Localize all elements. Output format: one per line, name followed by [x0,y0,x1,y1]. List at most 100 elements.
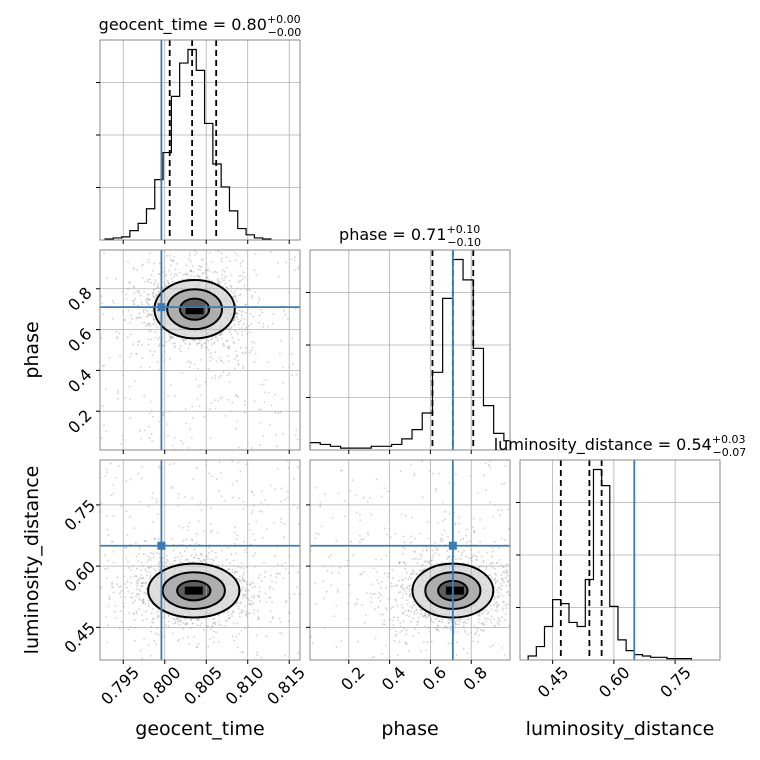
sample-point [179,561,182,564]
sample-point [168,282,171,285]
sample-point [144,603,147,606]
sample-point [477,621,480,623]
sample-point [143,540,146,543]
sample-point [212,271,215,274]
sample-point [441,533,444,536]
sample-point [434,547,437,549]
sample-point [253,269,256,271]
sample-point [186,622,189,625]
sample-point [234,526,237,529]
sample-point [446,550,449,552]
sample-point [279,621,282,623]
sample-point [119,355,121,357]
sample-point [496,562,499,564]
sample-point [512,568,514,570]
sample-point [197,520,200,523]
y-tick-label-luminosity_distance: 0.75 [61,496,100,535]
sample-point [434,541,436,544]
sample-point [411,572,414,574]
sample-point [467,562,469,565]
sample-point [216,564,219,566]
sample-point [214,621,217,624]
sample-point [194,254,197,257]
sample-point [192,478,195,480]
sample-point [173,276,176,278]
sample-point [421,460,423,463]
sample-point [404,642,407,645]
sample-point [522,593,524,595]
sample-point [405,629,408,632]
sample-point [391,568,394,571]
sample-point [158,552,161,555]
sample-point [410,596,413,599]
sample-point [188,561,191,563]
sample-point [220,337,223,340]
sample-point [279,573,281,575]
sample-point [485,568,488,571]
sample-point [280,487,283,490]
sample-point [375,558,377,561]
sample-point [180,619,182,622]
sample-point [366,531,369,534]
sample-point [125,546,128,549]
sample-point [280,633,283,635]
sample-point [197,557,200,560]
sample-point [274,411,276,414]
sample-point [254,291,257,293]
sample-point [147,505,150,508]
sample-point [193,339,196,342]
sample-point [111,582,113,584]
sample-point [482,560,485,562]
sample-point [474,633,476,635]
sample-point [143,592,146,594]
sample-point [251,595,254,598]
sample-point [454,623,457,625]
sample-point [117,585,120,588]
sample-point [110,585,113,588]
sample-point [237,364,240,366]
sample-point [139,576,142,579]
sample-point [426,641,429,644]
sample-point [140,614,143,616]
sample-point [489,604,492,607]
sample-point [138,608,141,611]
sample-point [200,344,203,347]
sample-point [450,620,453,623]
sample-point [132,268,135,270]
sample-point [102,405,104,407]
sample-point [183,339,186,341]
sample-point [419,609,422,611]
sample-point [506,591,509,594]
sample-point [401,606,404,609]
sample-point [494,578,496,581]
sample-point [504,539,506,541]
sample-point [153,538,156,541]
sample-point [109,462,112,465]
sample-point [242,507,245,510]
sample-point [112,492,115,495]
sample-point [491,550,494,553]
sample-point [379,586,382,589]
sample-point [211,529,214,532]
sample-point [492,603,495,606]
sample-point [524,576,526,578]
sample-point [408,650,410,652]
sample-point [409,594,411,596]
sample-point [421,615,424,618]
sample-point [143,291,146,293]
sample-point [234,531,236,534]
sample-point [500,563,502,566]
sample-point [392,577,394,580]
sample-point [100,295,102,297]
sample-point [144,281,146,283]
sample-point [217,400,219,402]
sample-point [188,258,190,260]
sample-point [235,303,237,306]
sample-point [245,613,248,615]
sample-point [414,537,416,540]
sample-point [219,333,221,335]
panel-frame [519,459,721,661]
sample-point [271,322,274,325]
sample-point [219,472,222,474]
sample-point [239,264,242,267]
